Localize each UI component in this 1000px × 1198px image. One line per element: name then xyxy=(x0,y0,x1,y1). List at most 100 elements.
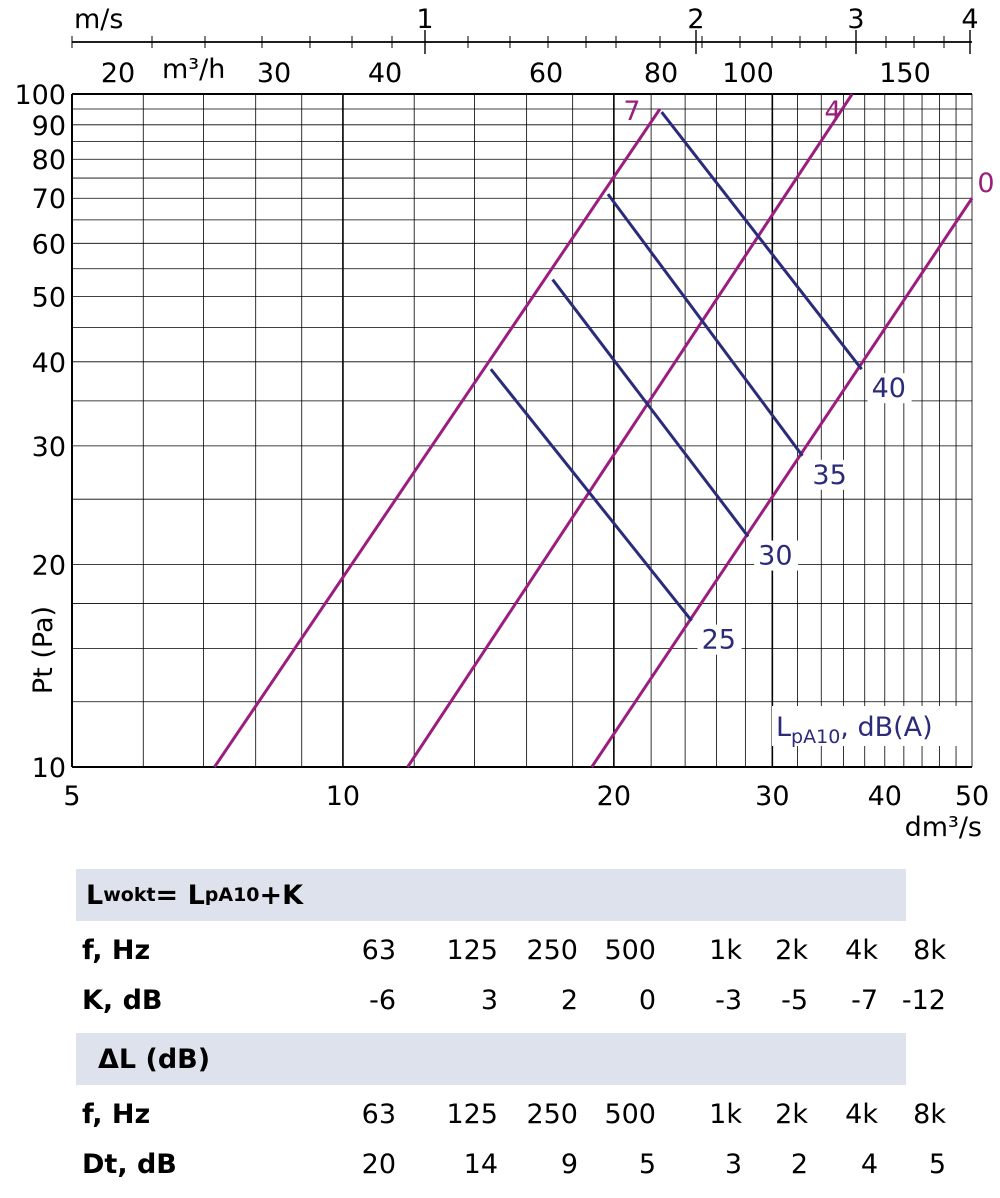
table2-dt-value: 20 xyxy=(361,1149,396,1180)
noise-line-label: 35 xyxy=(812,460,846,491)
row-label: f, Hz xyxy=(82,935,151,966)
noise-line-label: 30 xyxy=(758,541,792,572)
y-tick-label: 50 xyxy=(32,283,66,314)
table2-frequency-value: 63 xyxy=(361,1099,396,1130)
x-axis-label: dm³/s xyxy=(905,812,982,843)
x-tick-label: 5 xyxy=(63,781,80,812)
table1-frequency-value: 2k xyxy=(775,935,808,966)
table2-dt-value: 5 xyxy=(928,1149,946,1180)
damper-line-4 xyxy=(406,93,854,768)
y-tick-label: 80 xyxy=(32,145,66,176)
velocity-tick-label: 3 xyxy=(847,4,864,35)
y-tick-label: 40 xyxy=(32,348,66,379)
x-tick-label: 30 xyxy=(755,781,789,812)
flow-tick-label: 20 xyxy=(101,58,135,89)
table2-row-dt: Dt, dB 20 14 9 5 3 2 4 5 xyxy=(76,1141,946,1191)
table1-frequency-value: 4k xyxy=(845,935,878,966)
y-tick-label: 30 xyxy=(32,432,66,463)
noise-line-label: 25 xyxy=(702,625,736,656)
y-tick-label: 70 xyxy=(32,184,66,215)
table2-frequency-value: 500 xyxy=(604,1099,656,1130)
y-tick-label: 10 xyxy=(32,753,66,784)
noise-line-label: 40 xyxy=(872,373,906,404)
row-label: f, Hz xyxy=(82,1099,151,1130)
table2-dt-value: 4 xyxy=(860,1149,878,1180)
table2-dt-value: 3 xyxy=(724,1149,742,1180)
table1-title-main: L xyxy=(86,879,104,911)
table2-dt-value: 5 xyxy=(638,1149,656,1180)
noise-line-35 xyxy=(606,193,804,457)
damper-line-label: 7 xyxy=(623,96,640,127)
table1-k-value: -3 xyxy=(715,985,742,1016)
flow-tick-label: 100 xyxy=(722,58,774,89)
chart-labels: 5 10 20 30 40 50102030405060708090100dm³/sPt … xyxy=(14,80,994,843)
table1-frequency-value: 8k xyxy=(913,935,946,966)
flow-tick-label: 150 xyxy=(879,58,931,89)
table2-frequency-value: 8k xyxy=(913,1099,946,1130)
table1-frequency-value: 250 xyxy=(526,935,578,966)
table1-frequency-value: 125 xyxy=(446,935,498,966)
y-axis-label: Pt (Pa) xyxy=(28,606,59,694)
damper-line-7 xyxy=(213,108,662,768)
x-tick-label: 40 xyxy=(868,781,902,812)
velocity-tick-label: 4 xyxy=(961,4,978,35)
table1-k-value: -6 xyxy=(369,985,396,1016)
table1-k-value: 3 xyxy=(480,985,498,1016)
y-tick-label: 20 xyxy=(32,550,66,581)
x-tick-label: 50 xyxy=(955,781,989,812)
table2-dt-value: 2 xyxy=(790,1149,808,1180)
row-label: Dt, dB xyxy=(82,1149,177,1180)
x-tick-label: 10 xyxy=(326,781,360,812)
chart-series xyxy=(213,93,974,768)
noise-label-bg xyxy=(808,459,853,490)
table1-title-end: +K xyxy=(259,879,304,911)
table1-k-value: 0 xyxy=(638,985,656,1016)
table1-frequency-value: 63 xyxy=(361,935,396,966)
chart-grid xyxy=(71,93,973,768)
damper-line-label: 4 xyxy=(824,96,841,127)
row-label: K, dB xyxy=(82,985,163,1016)
noise-legend: LpA10, dB(A) xyxy=(776,712,933,748)
flow-axis-label: m³/h xyxy=(162,54,225,85)
noise-legend-bg xyxy=(772,706,962,746)
table2-title: ΔL (dB) xyxy=(98,1043,211,1075)
table2-frequency-value: 4k xyxy=(845,1099,878,1130)
y-tick-label: 90 xyxy=(32,111,66,142)
flow-tick-label: 60 xyxy=(529,58,563,89)
table2-dt-value: 9 xyxy=(560,1149,578,1180)
table2-frequency-value: 1k xyxy=(709,1099,742,1130)
table1-frequency-value: 500 xyxy=(604,935,656,966)
table1-k-value: -5 xyxy=(781,985,808,1016)
table1-frequency-value: 1k xyxy=(709,935,742,966)
velocity-axis-label: m/s xyxy=(74,4,123,35)
flow-tick-label: 30 xyxy=(257,58,291,89)
table1-k-value: 2 xyxy=(560,985,578,1016)
table2-row-frequency: f, Hz 63 125 250 500 1k 2k 4k 8k xyxy=(76,1091,946,1141)
attenuation-table: ΔL (dB) f, Hz 63 125 250 500 1k 2k 4k 8k Dt, dB… xyxy=(76,1033,946,1191)
table1-k-value: -7 xyxy=(851,985,878,1016)
table1-k-value: -12 xyxy=(901,985,946,1016)
noise-line-30 xyxy=(551,278,750,538)
table2-frequency-value: 2k xyxy=(775,1099,808,1130)
noise-line-40 xyxy=(660,111,863,371)
flow-tick-label: 40 xyxy=(368,58,402,89)
table1-row-k: K, dB -6 3 2 0 -3 -5 -7 -12 xyxy=(76,977,946,1027)
damper-line-0 xyxy=(590,197,974,768)
flow-tick-label: 80 xyxy=(644,58,678,89)
table1-title-sub2: pA10 xyxy=(204,884,260,906)
table2-header: ΔL (dB) xyxy=(76,1033,906,1085)
table2-frequency-value: 125 xyxy=(446,1099,498,1130)
y-tick-label: 100 xyxy=(14,80,66,111)
damper-line-label: 0 xyxy=(977,168,994,199)
table1-row-frequency: f, Hz 63 125 250 500 1k 2k 4k 8k xyxy=(76,927,946,977)
top-axes: m/s 1 2 3 4 20 30 40 60 80 100 150 m³/h xyxy=(71,4,979,89)
y-tick-label: 60 xyxy=(32,229,66,260)
noise-label-bg xyxy=(697,624,742,655)
noise-line-25 xyxy=(489,368,693,622)
noise-label-bg xyxy=(867,373,912,404)
table1-title-sub: wokt xyxy=(103,884,156,906)
x-tick-label: 20 xyxy=(597,781,631,812)
